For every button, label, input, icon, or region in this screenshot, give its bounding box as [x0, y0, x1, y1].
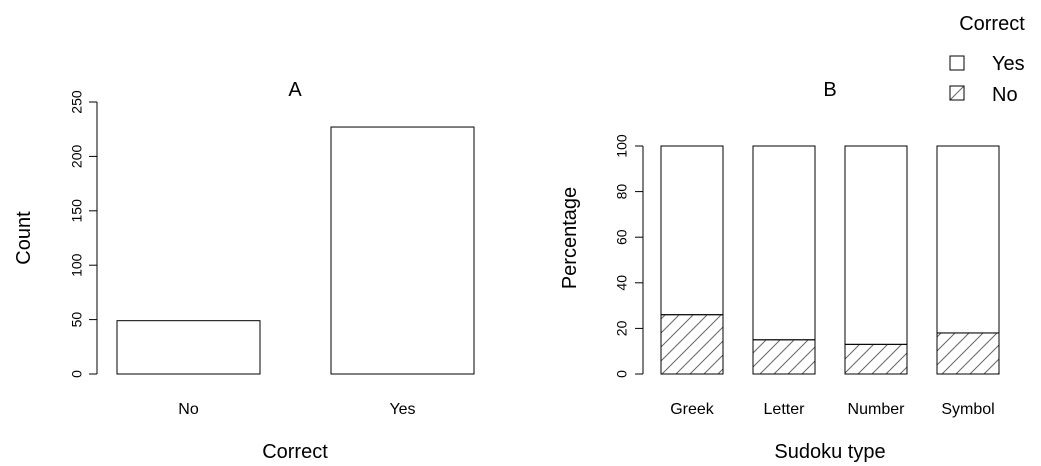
legend-label-no: No: [992, 84, 1018, 106]
chart-b-xtick-label: Letter: [764, 401, 806, 418]
legend: Correct Yes No: [949, 13, 1025, 106]
chart-b-title: B: [823, 79, 836, 101]
chart-a-ytick-label: 250: [69, 90, 85, 114]
chart-b-ylabel: Percentage: [559, 187, 581, 289]
chart-b-bar-letter-no: [752, 339, 816, 375]
chart-b-bar-symbol-yes: [936, 145, 1000, 334]
legend-title: Correct: [959, 13, 1025, 35]
chart-a-ytick-label: 50: [69, 312, 85, 328]
legend-swatch-yes: [949, 55, 965, 71]
chart-b-bar-symbol-no: [936, 332, 1000, 375]
chart-b: B Percentage Sudoku type 0 20 40 60 80 100 Gre…: [559, 79, 1000, 463]
chart-a-xlabel: Correct: [262, 441, 328, 463]
chart-b-ytick-label: 100: [614, 134, 630, 158]
legend-label-yes: Yes: [992, 53, 1025, 75]
legend-swatch-no: [949, 85, 965, 101]
chart-a-xtick-label: Yes: [389, 401, 415, 418]
chart-a-xtick-label: No: [178, 401, 199, 418]
chart-a-ytick-label: 150: [69, 199, 85, 223]
chart-b-bar-greek-yes: [660, 145, 724, 316]
chart-b-xtick-label: Symbol: [941, 401, 994, 418]
chart-b-bar-number-yes: [844, 145, 908, 345]
chart-b-ytick-label: 0: [614, 370, 630, 378]
chart-a: A Count Correct 0 50 100 150 200 250 No Yes: [13, 79, 475, 463]
chart-a-ytick-label: 0: [69, 370, 85, 378]
chart-a-ylabel: Count: [13, 211, 35, 265]
chart-b-ytick-label: 80: [614, 184, 630, 200]
chart-a-ytick-label: 100: [69, 253, 85, 277]
chart-b-ytick-label: 60: [614, 229, 630, 245]
chart-b-xtick-label: Number: [848, 401, 906, 418]
chart-a-title: A: [288, 79, 302, 101]
chart-a-ytick-label: 200: [69, 145, 85, 169]
chart-a-bar-yes: [330, 126, 475, 375]
chart-b-xtick-label: Greek: [670, 401, 715, 418]
chart-a-bar-no: [116, 320, 261, 375]
chart-b-xlabel: Sudoku type: [774, 441, 885, 463]
chart-b-ytick-label: 40: [614, 275, 630, 291]
chart-b-bar-letter-yes: [752, 145, 816, 341]
chart-b-bar-greek-no: [660, 314, 724, 375]
chart-b-bar-number-no: [844, 343, 908, 375]
chart-b-ytick-label: 20: [614, 320, 630, 336]
